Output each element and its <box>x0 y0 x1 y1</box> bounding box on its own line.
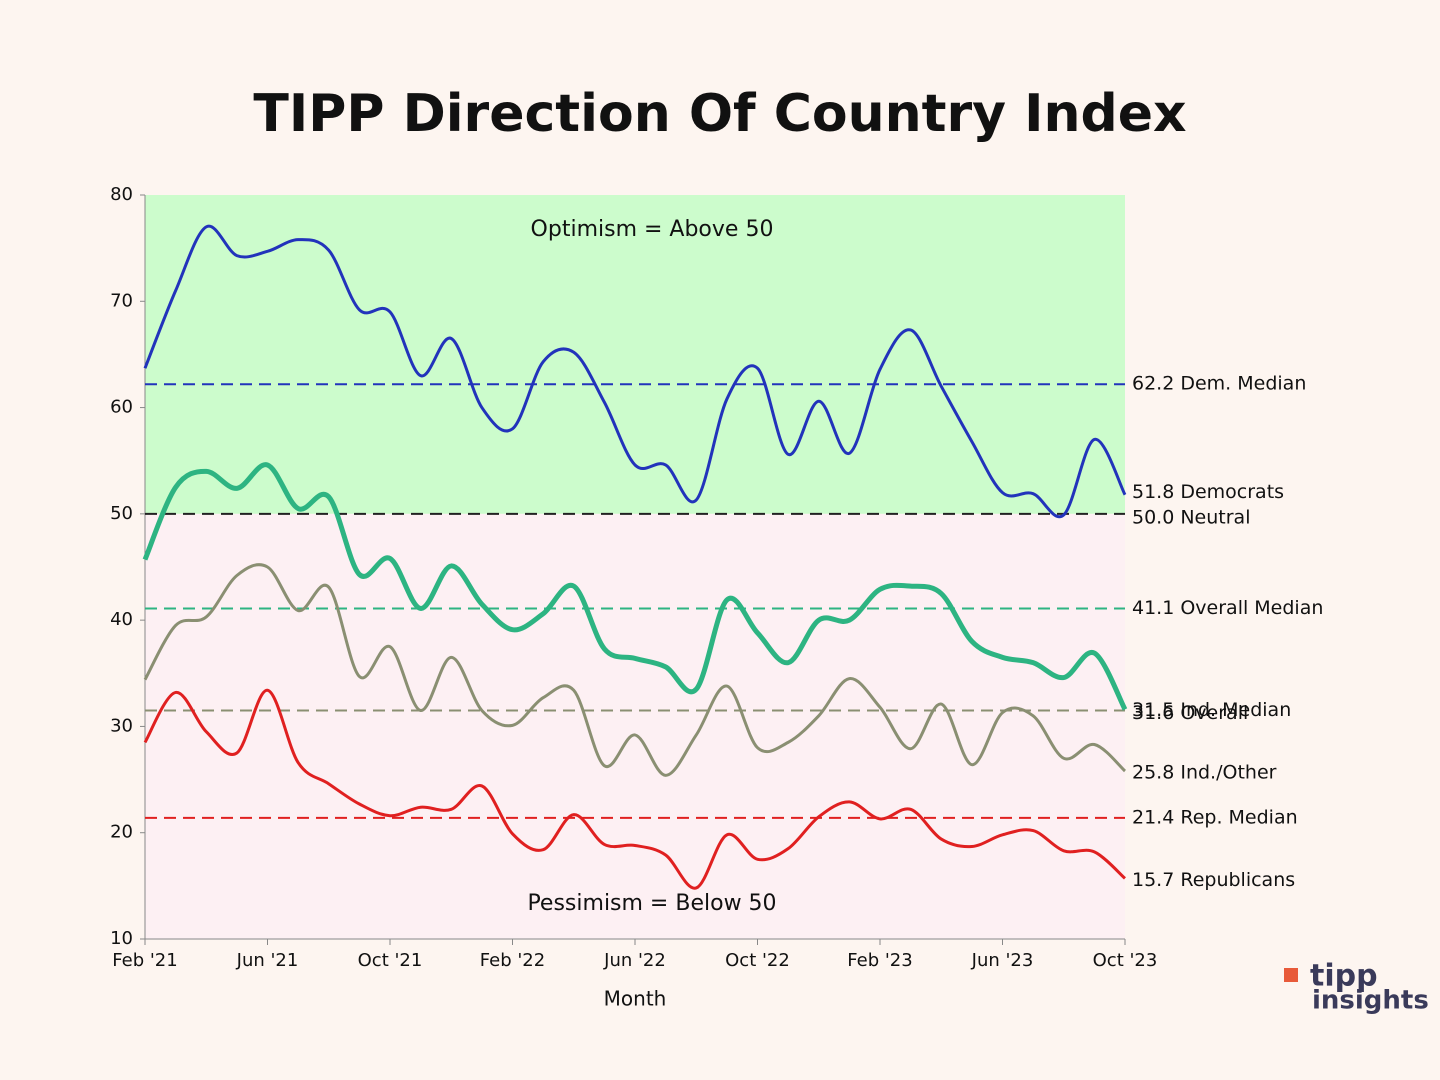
x-tick-label: Jun '21 <box>236 950 299 971</box>
logo-top: tipp <box>1310 959 1378 994</box>
y-tick-label: 50 <box>110 503 133 524</box>
reference-label: 62.2 Dem. Median <box>1132 373 1306 395</box>
zone-label: Pessimism = Below 50 <box>527 891 776 916</box>
y-tick-label: 40 <box>110 609 133 630</box>
zone <box>145 513 1125 939</box>
logo-mark <box>1284 968 1298 982</box>
x-tick-label: Oct '21 <box>358 950 423 971</box>
series-label: 25.8 Ind./Other <box>1132 762 1277 784</box>
y-tick-label: 80 <box>110 184 133 205</box>
x-tick-label: Jun '22 <box>603 950 666 971</box>
x-tick-label: Feb '22 <box>480 950 545 971</box>
logo-bottom: insights <box>1312 986 1429 1016</box>
series-line <box>143 688 1127 890</box>
series-line <box>143 224 1127 519</box>
x-tick-label: Feb '23 <box>847 950 912 971</box>
series-line <box>143 563 1127 777</box>
x-tick-label: Oct '22 <box>725 950 790 971</box>
x-axis-label: Month <box>604 987 667 1011</box>
series-line <box>142 462 1128 711</box>
y-tick-label: 10 <box>110 928 133 949</box>
chart-title: TIPP Direction Of Country Index <box>253 84 1186 144</box>
reference-label: 50.0 Neutral <box>1132 506 1250 528</box>
zone-label: Optimism = Above 50 <box>531 217 774 242</box>
zone <box>145 195 1125 514</box>
reference-label: 21.4 Rep. Median <box>1132 806 1298 828</box>
series-label: 15.7 Republicans <box>1132 869 1295 891</box>
reference-label: 31.5 Ind. Median <box>1132 699 1291 721</box>
y-tick-label: 30 <box>110 715 133 736</box>
x-tick-label: Jun '23 <box>971 950 1034 971</box>
reference-label: 41.1 Overall Median <box>1132 597 1323 619</box>
x-tick-label: Oct '23 <box>1093 950 1158 971</box>
x-tick-label: Feb '21 <box>112 950 177 971</box>
y-tick-label: 20 <box>110 822 133 843</box>
series-label: 31.6 Overall <box>1132 702 1248 724</box>
y-tick-label: 60 <box>110 397 133 418</box>
series-label: 51.8 Democrats <box>1132 481 1284 503</box>
y-tick-label: 70 <box>110 290 133 311</box>
